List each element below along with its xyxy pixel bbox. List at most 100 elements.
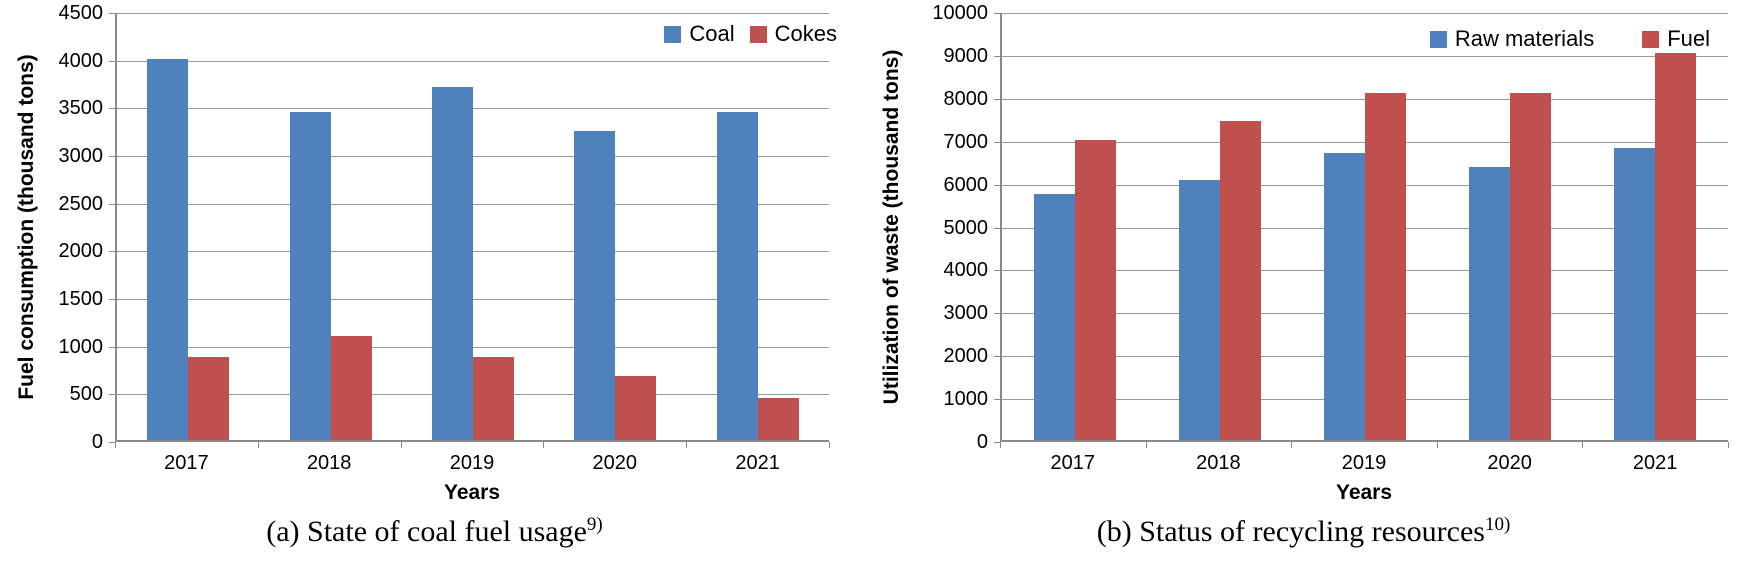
y-tick-label-1000: 1000 [58, 336, 104, 358]
y-tick-label-3000: 3000 [943, 302, 989, 324]
chart-b-caption-text: (b) Status of recycling resources [1096, 515, 1485, 548]
bar-raw-materials-2018 [1178, 180, 1220, 440]
legend-label-cokes: Cokes [774, 21, 837, 46]
y-tick-label-4000: 4000 [58, 50, 104, 72]
x-tick-mark [1437, 442, 1438, 448]
legend-label-fuel: Fuel [1667, 26, 1710, 51]
chart-a-figure: Fuel consumption (thousand tons) 0 500 100… [0, 2, 869, 549]
x-tick-label-2018: 2018 [306, 452, 352, 474]
x-tick-mark [258, 442, 259, 448]
bar-group-2018 [259, 13, 401, 440]
x-tick-label-2020: 2020 [1487, 452, 1532, 474]
bar-group-2019 [402, 13, 544, 440]
y-tick-mark [994, 313, 1000, 314]
x-tick-mark [1146, 442, 1147, 448]
y-tick-label-4500: 4500 [58, 2, 104, 24]
chart-b-caption: (b) Status of recycling resources10) [869, 514, 1738, 549]
x-tick-mark [1291, 442, 1292, 448]
chart-a-bars [117, 13, 829, 440]
x-tick-label-2021: 2021 [1632, 452, 1678, 474]
y-tick-label-9000: 9000 [943, 45, 989, 67]
y-tick-mark [109, 13, 115, 14]
y-tick-label-2000: 2000 [58, 240, 104, 262]
legend-item-fuel: Fuel [1642, 26, 1710, 52]
legend-item-raw-materials: Raw materials [1429, 26, 1595, 52]
x-tick-label-2019: 2019 [1341, 452, 1387, 474]
y-tick-mark [994, 442, 1000, 443]
x-tick-mark [543, 442, 544, 448]
bar-fuel-2018 [1219, 121, 1261, 440]
chart-b-plot-area: Raw materials Fuel [1000, 13, 1728, 442]
bar-cokes-2018 [330, 336, 372, 440]
bar-cokes-2017 [188, 357, 230, 440]
bar-coal-2020 [574, 131, 616, 440]
y-tick-label-500: 500 [69, 383, 103, 405]
bar-raw-materials-2019 [1324, 153, 1365, 440]
chart-b-caption-reference: 10) [1484, 514, 1511, 535]
y-tick-label-3500: 3500 [58, 97, 104, 119]
bar-group-2020 [544, 13, 686, 440]
x-tick-label-2021: 2021 [735, 452, 780, 474]
bar-raw-materials-2020 [1469, 167, 1511, 440]
gridline-4000 [117, 61, 829, 62]
chart-b-bars [1002, 13, 1728, 440]
x-tick-mark [401, 442, 402, 448]
y-tick-mark [994, 13, 1000, 14]
y-tick-mark [109, 156, 115, 157]
chart-a-caption: (a) State of coal fuel usage9) [0, 514, 869, 549]
y-tick-label-6000: 6000 [943, 174, 989, 196]
x-tick-mark [686, 442, 687, 448]
x-tick-mark [1582, 442, 1583, 448]
x-tick-mark [1000, 442, 1001, 448]
y-tick-label-8000: 8000 [943, 88, 989, 110]
y-tick-mark [109, 251, 115, 252]
bar-fuel-2017 [1074, 140, 1116, 440]
y-tick-mark [109, 442, 115, 443]
chart-a-legend: Coal Cokes [664, 21, 837, 47]
y-tick-label-2500: 2500 [58, 193, 104, 215]
chart-b-y-axis-title: Utilization of waste (thousand tons) [880, 49, 903, 405]
y-tick-mark [994, 56, 1000, 57]
gridline-10000 [1002, 13, 1728, 14]
bar-fuel-2021 [1655, 53, 1697, 440]
legend-item-cokes: Cokes [749, 21, 837, 47]
chart-a-caption-text: (a) State of coal fuel usage [266, 515, 587, 548]
legend-swatch-raw-materials [1429, 30, 1447, 48]
chart-a-x-tick-labels: 2017 2018 2019 2020 2021 [115, 452, 829, 475]
bar-cokes-2019 [473, 357, 515, 440]
chart-b-x-tick-labels: 2017 2018 2019 2020 2021 [1000, 452, 1728, 475]
bar-group-2019 [1292, 13, 1437, 440]
y-tick-mark [994, 399, 1000, 400]
bar-cokes-2021 [757, 398, 799, 440]
y-tick-mark [109, 347, 115, 348]
y-tick-label-5000: 5000 [943, 217, 989, 239]
legend-label-raw-materials: Raw materials [1454, 26, 1595, 51]
y-tick-mark [994, 270, 1000, 271]
chart-b-figure: Utilization of waste (thousand tons) 0 10… [869, 0, 1738, 575]
x-tick-label-2017: 2017 [164, 452, 209, 474]
bar-fuel-2019 [1365, 93, 1406, 440]
chart-a-x-axis-title: Years [443, 481, 501, 504]
bar-cokes-2020 [615, 376, 657, 440]
y-tick-mark [994, 356, 1000, 357]
legend-swatch-fuel [1642, 30, 1660, 48]
bar-group-2017 [1002, 13, 1147, 440]
bar-raw-materials-2017 [1033, 194, 1075, 440]
x-tick-label-2019: 2019 [449, 452, 495, 474]
gridline-4500 [117, 13, 829, 14]
y-tick-label-0: 0 [976, 431, 988, 453]
y-tick-mark [109, 204, 115, 205]
x-tick-label-2020: 2020 [592, 452, 638, 474]
chart-b-x-axis-title: Years [1335, 481, 1393, 504]
bar-group-2021 [1583, 13, 1728, 440]
chart-a-caption-reference: 9) [586, 514, 603, 535]
y-tick-label-0: 0 [91, 431, 103, 453]
x-tick-label-2017: 2017 [1050, 452, 1096, 474]
y-tick-label-10000: 10000 [932, 2, 988, 24]
bar-coal-2017 [147, 59, 189, 440]
x-tick-mark [829, 442, 830, 448]
legend-swatch-coal [664, 25, 682, 43]
legend-swatch-cokes [749, 25, 767, 43]
chart-a-plot-area: Coal Cokes [115, 13, 837, 442]
